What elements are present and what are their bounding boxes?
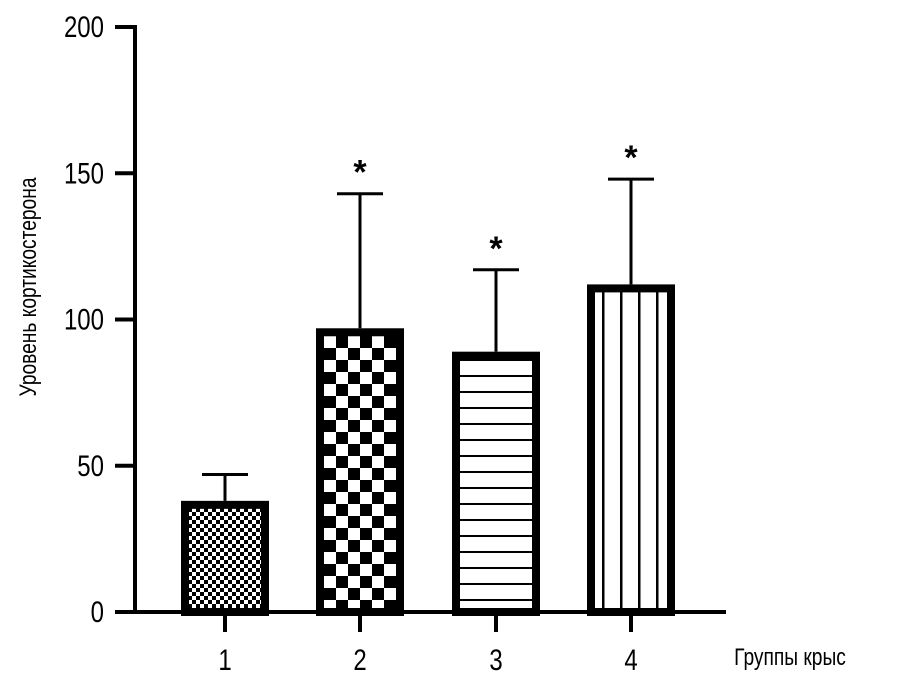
y-tick-label: 100 [64,302,104,336]
bar-2 [316,328,404,616]
significance-marker: * [489,230,503,268]
x-tick-label: 2 [353,642,366,676]
y-tick-label: 0 [91,594,104,628]
x-axis-label: Группы крыс [734,643,846,671]
x-tick-label: 1 [218,642,231,676]
bar-3 [452,351,540,616]
y-tick-label: 50 [77,448,104,482]
y-tick-label: 150 [64,156,104,190]
x-tick-label: 4 [624,642,637,676]
y-tick-label: 200 [64,9,104,43]
significance-marker: * [624,139,638,177]
significance-marker: * [353,154,367,192]
y-axis-label: Уровень кортикостерона [14,177,42,397]
x-tick-label: 3 [489,642,502,676]
bar-4 [587,284,675,616]
bar-1 [181,500,269,617]
